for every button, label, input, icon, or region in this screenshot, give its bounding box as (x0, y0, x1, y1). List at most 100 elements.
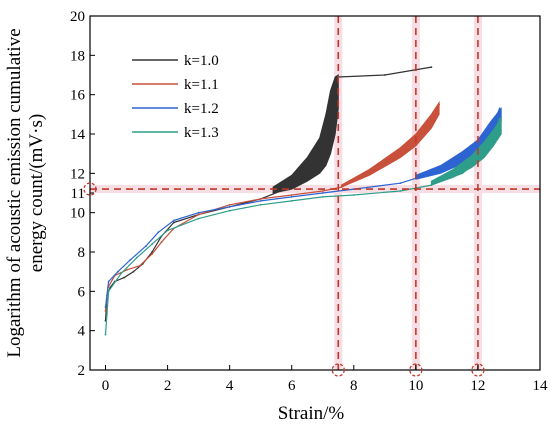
y-tick-label: 2 (78, 363, 86, 379)
series-3 (104, 116, 502, 336)
data-point (123, 276, 125, 279)
reference-lines (90, 16, 540, 370)
data-point (138, 264, 141, 267)
data-point (352, 194, 355, 196)
data-point (151, 243, 154, 246)
data-point (160, 241, 163, 244)
data-point (126, 268, 129, 271)
data-point (117, 270, 119, 273)
y-tick-label: 8 (78, 245, 86, 261)
data-point (197, 217, 200, 220)
data-point (132, 270, 135, 273)
series-line (104, 108, 501, 308)
data-point (135, 257, 138, 259)
data-point (430, 121, 433, 124)
data-point (489, 129, 492, 132)
data-point (151, 253, 154, 255)
data-point (318, 160, 321, 163)
data-point (107, 290, 110, 293)
data-point (166, 229, 169, 232)
circle-marker (471, 363, 485, 377)
y-tick-label: 4 (78, 324, 86, 340)
y-tick-label: 11 (71, 186, 85, 202)
marker-layer (83, 182, 485, 377)
x-axis-title: Strain/% (278, 403, 345, 424)
legend-label: k=1.0 (184, 53, 219, 69)
legend-entry-2: k=1.2 (132, 101, 219, 117)
series-line (104, 104, 440, 312)
y-tick-label: 14 (70, 127, 86, 143)
x-tick-label: 6 (288, 378, 296, 394)
data-point (104, 306, 107, 308)
data-point (104, 310, 107, 312)
data-point (399, 152, 402, 155)
data-point (228, 203, 231, 206)
data-point (303, 176, 305, 179)
x-tick-label: 12 (470, 378, 485, 394)
data-point (120, 272, 122, 275)
data-point (498, 107, 501, 110)
data-point (197, 211, 200, 214)
x-tick-label: 2 (164, 378, 172, 394)
data-point (145, 245, 147, 248)
data-point (259, 200, 262, 202)
data-point (228, 205, 231, 208)
x-tick-label: 8 (350, 378, 358, 394)
data-point (335, 89, 338, 92)
y-tick-label: 20 (70, 9, 85, 25)
data-point (157, 231, 160, 234)
data-point (172, 221, 175, 224)
data-point (172, 219, 175, 222)
data-point (430, 172, 433, 175)
series-0 (104, 66, 433, 322)
data-point (340, 186, 343, 189)
circle-marker (409, 363, 423, 377)
data-point (151, 251, 154, 253)
legend-label: k=1.3 (184, 125, 219, 141)
data-point (197, 213, 200, 216)
legend-entry-0: k=1.0 (132, 53, 219, 69)
data-point (498, 117, 501, 120)
x-tick-label: 10 (408, 378, 423, 394)
data-point (325, 146, 327, 149)
data-point (430, 184, 433, 187)
series-band (272, 74, 339, 194)
data-point (321, 190, 324, 192)
data-point (228, 209, 231, 212)
data-point (368, 172, 371, 175)
data-point (321, 196, 324, 198)
data-point (489, 144, 492, 147)
data-point (438, 103, 440, 106)
data-point (104, 333, 107, 336)
data-point (290, 196, 293, 198)
series-1 (104, 100, 440, 312)
reference-highlight (90, 185, 540, 194)
data-point (290, 200, 293, 202)
y-tick-label: 12 (70, 166, 85, 182)
series-line (104, 118, 501, 335)
series-line (104, 66, 432, 321)
x-tick-label: 4 (226, 378, 234, 394)
x-tick-label: 14 (533, 378, 549, 394)
data-point (259, 198, 262, 200)
data-point (129, 259, 132, 261)
data-point (399, 190, 402, 192)
data-point (290, 194, 293, 196)
data-point (383, 74, 386, 76)
circle-marker (331, 363, 345, 377)
y-axis-title-line2: energy count/(mV·s) (26, 114, 47, 272)
data-point (329, 127, 332, 129)
data-point (259, 203, 262, 206)
legend: k=1.0 k=1.1 k=1.2 k=1.3 (132, 53, 219, 141)
y-tick-label: 16 (70, 88, 86, 104)
legend-label: k=1.2 (184, 101, 219, 117)
y-axis-title-line1: Logarithm of acoustic emission cumulativ… (4, 28, 25, 357)
data-point (321, 192, 324, 194)
data-point (461, 172, 464, 175)
legend-entry-1: k=1.1 (132, 77, 219, 93)
legend-entry-3: k=1.3 (132, 125, 219, 141)
x-tick-label: 0 (102, 378, 110, 394)
data-point (430, 66, 433, 68)
